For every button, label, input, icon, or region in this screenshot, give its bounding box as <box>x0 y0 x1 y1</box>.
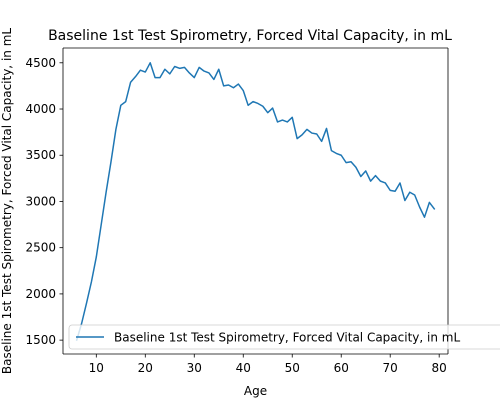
y-axis-label: Baseline 1st Test Spirometry, Forced Vit… <box>0 28 14 374</box>
x-tick-label: 60 <box>334 361 349 375</box>
y-tick-label: 2500 <box>25 241 56 255</box>
x-tick-label: 70 <box>383 361 398 375</box>
axes-frame <box>62 47 449 355</box>
series-line <box>75 62 436 342</box>
y-tick-label: 2000 <box>25 287 56 301</box>
x-tick-label: 50 <box>285 361 300 375</box>
x-tick-label: 20 <box>138 361 153 375</box>
legend-box <box>68 324 500 350</box>
x-axis: 10 20 30 40 50 60 70 80 <box>89 354 447 375</box>
y-tick-label: 3500 <box>25 148 56 162</box>
y-tick-label: 3000 <box>25 194 56 208</box>
chart-title: Baseline 1st Test Spirometry, Forced Vit… <box>48 28 452 44</box>
y-tick-label: 4000 <box>25 102 56 116</box>
y-tick-label: 1500 <box>25 333 56 347</box>
y-tick-label: 4500 <box>25 56 56 70</box>
x-tick-label: 10 <box>89 361 104 375</box>
plot-area <box>63 48 448 354</box>
x-tick-label: 40 <box>236 361 251 375</box>
legend-entry: Baseline 1st Test Spirometry, Forced Vit… <box>114 331 460 345</box>
x-tick-label: 30 <box>187 361 202 375</box>
legend: Baseline 1st Test Spirometry, Forced Vit… <box>68 324 500 350</box>
y-axis: 1500 2000 2500 3000 3500 4000 4500 <box>25 56 63 347</box>
x-axis-label: Age <box>244 384 267 398</box>
x-tick-label: 80 <box>432 361 447 375</box>
